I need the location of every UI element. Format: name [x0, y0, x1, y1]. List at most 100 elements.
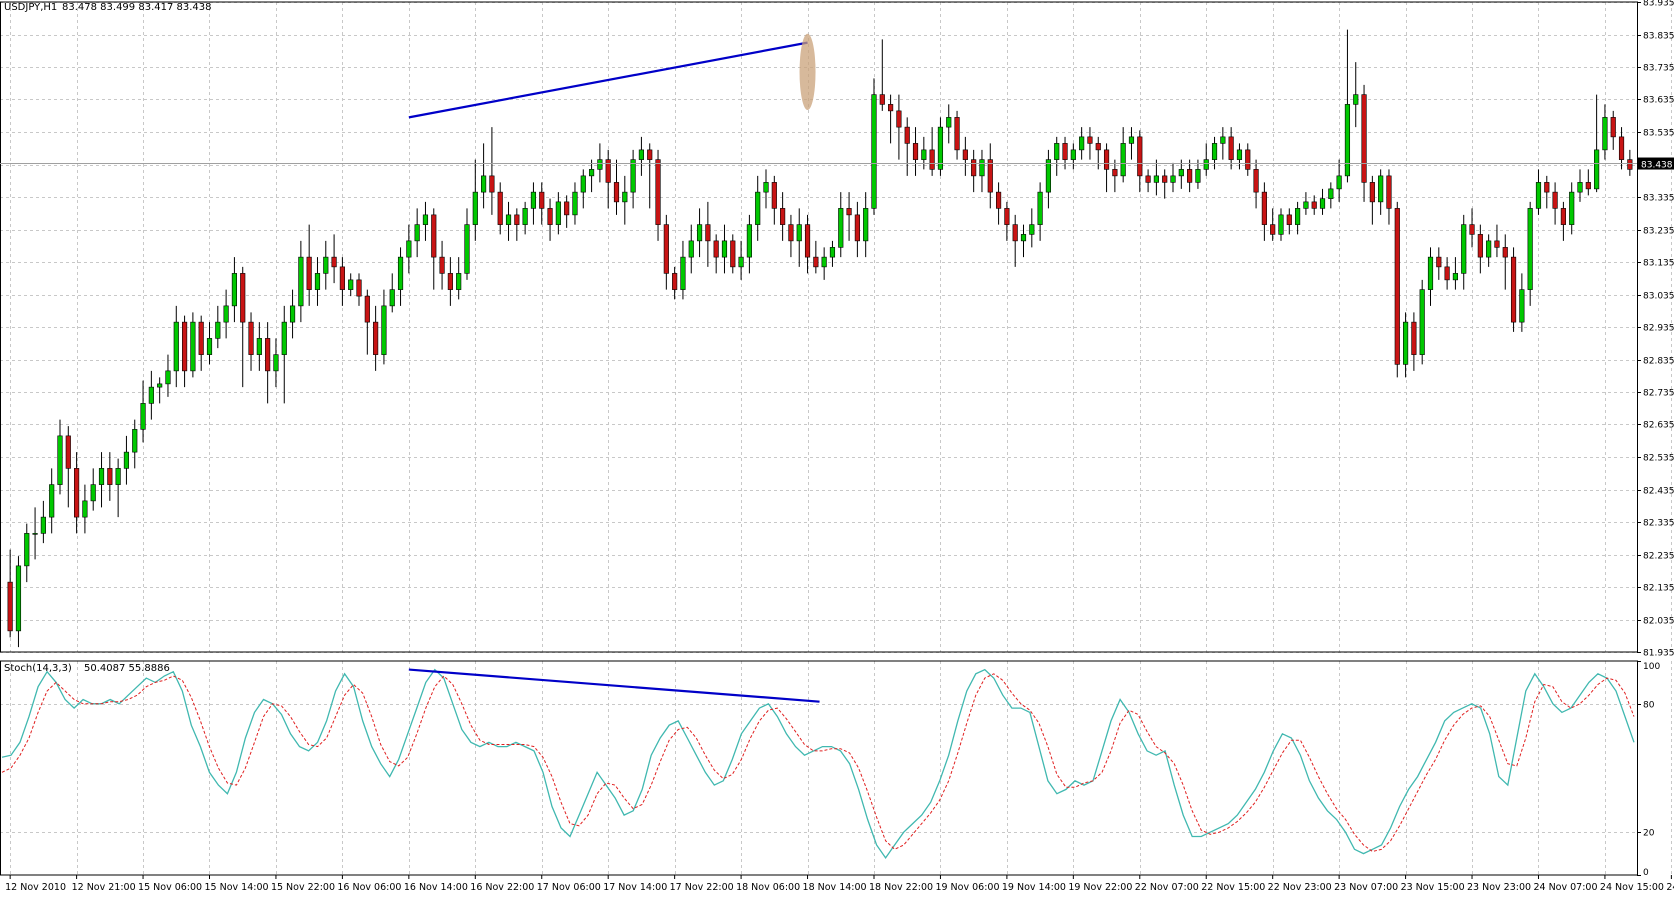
indicator-values: 50.4087 55.8886: [84, 663, 170, 674]
candle: [838, 192, 844, 258]
candle: [107, 452, 113, 501]
current-price-tag: [1638, 157, 1674, 170]
bear-candle-body: [1012, 224, 1018, 242]
candle: [1535, 169, 1542, 215]
time-tick-label: 15 Nov 14:00: [205, 882, 269, 893]
candle: [157, 377, 163, 404]
candle: [82, 484, 88, 534]
candlestick-series: [7, 29, 1633, 648]
drawn-objects[interactable]: [408, 33, 820, 703]
candle: [738, 240, 744, 280]
bull-candle-body: [530, 191, 537, 209]
candle: [248, 312, 254, 371]
candle: [1187, 159, 1193, 193]
bear-candle-body: [181, 321, 188, 372]
price-tick-label: 83.035: [1643, 292, 1674, 302]
bull-candle-body: [82, 500, 88, 518]
bull-candle-body: [389, 289, 395, 307]
bull-candle-body: [24, 533, 30, 567]
time-tick-label: 18 Nov 22:00: [869, 882, 933, 893]
bear-candle-body: [1436, 256, 1442, 268]
time-tick-label: 17 Nov 14:00: [603, 882, 667, 893]
candle: [1303, 192, 1309, 215]
candle: [165, 354, 171, 397]
candle: [1386, 169, 1392, 225]
bull-candle-body: [721, 240, 728, 258]
candle: [804, 214, 811, 274]
bear-candle-body: [904, 126, 910, 144]
bear-candle-body: [1477, 234, 1483, 258]
candle: [1253, 159, 1259, 209]
candle: [1245, 143, 1251, 176]
time-tick-label: 23 Nov 15:00: [1401, 882, 1465, 893]
price-trendline[interactable]: [408, 41, 808, 119]
time-tick-label: 22 Nov 07:00: [1135, 882, 1199, 893]
candle: [937, 117, 944, 176]
bull-candle-body: [231, 273, 238, 307]
stoch-trendline[interactable]: [408, 668, 820, 703]
bull-candle-body: [638, 149, 645, 160]
price-tick-label: 82.535: [1643, 454, 1674, 464]
bear-candle-body: [489, 175, 495, 193]
bull-candle-body: [1336, 175, 1342, 190]
bull-candle-body: [157, 383, 163, 388]
price-tick-label: 83.835: [1643, 32, 1674, 42]
highlight-marker[interactable]: [799, 33, 816, 110]
bull-candle-body: [1569, 191, 1575, 225]
price-tick-label: 81.935: [1643, 649, 1674, 659]
time-tick-label: 18 Nov 06:00: [736, 882, 800, 893]
candle: [1361, 84, 1367, 202]
candle: [1137, 130, 1143, 193]
candle: [223, 289, 229, 339]
candle: [1029, 208, 1035, 248]
candle: [863, 192, 869, 258]
candle: [912, 127, 919, 176]
candle: [755, 175, 761, 241]
candle: [1162, 169, 1168, 199]
candle: [190, 312, 196, 378]
bear-candle-body: [1112, 169, 1118, 177]
bear-candle-body: [497, 191, 503, 225]
stoch-tick-label: 0: [1643, 868, 1649, 878]
candle: [1502, 234, 1508, 290]
candle: [655, 149, 661, 241]
price-tick-label: 82.435: [1643, 487, 1674, 497]
indicator-title: Stoch(14,3,3): [4, 663, 72, 674]
bear-candle-body: [1544, 182, 1550, 193]
candle: [1510, 247, 1517, 332]
time-tick-label: 17 Nov 06:00: [537, 882, 601, 893]
time-tick-label: 24 Nov 15:00: [1600, 882, 1664, 893]
bull-candle-body: [1170, 175, 1176, 183]
bear-candle-body: [1145, 175, 1151, 183]
candle: [7, 549, 13, 638]
bear-candle-body: [1228, 136, 1234, 160]
candle: [1419, 279, 1425, 365]
candle: [1486, 234, 1492, 267]
bull-candle-body: [1419, 289, 1425, 355]
bear-candle-body: [1137, 136, 1143, 177]
candle: [962, 136, 968, 176]
candle: [788, 214, 794, 258]
time-tick-label: 24 Nov 07:00: [1533, 882, 1597, 893]
bear-candle-body: [647, 149, 653, 160]
bull-candle-body: [1353, 94, 1359, 105]
bull-candle-body: [1120, 143, 1126, 177]
bear-candle-body: [846, 208, 852, 216]
candle: [1444, 257, 1450, 290]
candle: [348, 273, 354, 297]
bull-candle-body: [1020, 234, 1027, 242]
candle: [1353, 62, 1359, 128]
bear-candle-body: [1361, 94, 1367, 183]
bear-candle-body: [1411, 321, 1417, 355]
bear-candle-body: [1004, 208, 1010, 225]
time-tick-label: 12 Nov 21:00: [72, 882, 136, 893]
bear-candle-body: [564, 201, 570, 216]
candle: [1286, 208, 1292, 235]
candle: [987, 143, 993, 209]
ohlc-readout: 83.478 83.499 83.417 83.438: [62, 2, 212, 13]
candle: [1618, 127, 1625, 170]
candle: [1610, 110, 1616, 150]
bull-candle-body: [1195, 169, 1201, 183]
candle: [572, 182, 578, 225]
